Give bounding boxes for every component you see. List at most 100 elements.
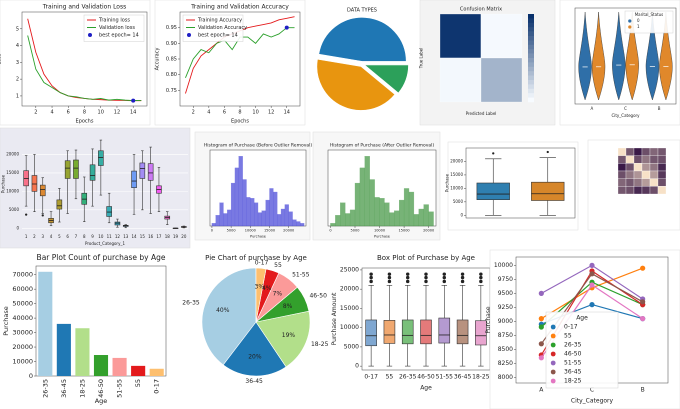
heatmap-cell (633, 147, 643, 156)
histogram-bar (379, 198, 385, 227)
histogram-bar (384, 202, 390, 227)
legend-label: 18-25 (564, 378, 582, 385)
colorbar-step (528, 58, 534, 63)
x-tick-label: 3 (41, 234, 44, 239)
x-tick-label: A (539, 387, 544, 394)
colorbar-step (528, 93, 534, 98)
x-tick-label: B (658, 106, 661, 111)
heatmap-cell (657, 147, 667, 156)
x-tick-label: 26-35 (41, 379, 49, 398)
histogram-bar (250, 198, 255, 227)
y-tick-label: 10000 (450, 185, 463, 190)
histogram-bar (227, 209, 232, 227)
y-tick-label: 4 (16, 43, 19, 49)
y-tick-label: 2 (16, 77, 19, 83)
x-tick-label: 5000 (227, 229, 236, 233)
x-tick-label: 51-55 (436, 374, 454, 381)
point (589, 262, 595, 268)
box-body (131, 170, 137, 188)
heatmap-cell (439, 13, 482, 59)
heatmap-cell (657, 170, 667, 179)
box-body (98, 150, 104, 166)
y-tick-label: 8250 (498, 360, 513, 367)
heatmap-cell (625, 186, 635, 195)
x-tick-label: C (590, 387, 594, 394)
pie-slice (363, 64, 409, 94)
y-tick-label: 0.80 (166, 72, 177, 78)
outlier (460, 275, 465, 280)
box-body (401, 319, 414, 345)
heatmap-cell (641, 147, 651, 156)
outlier (460, 272, 465, 276)
x-tick-label: 14 (130, 110, 136, 116)
series-line (27, 35, 142, 102)
box-body (476, 182, 510, 200)
histogram-bar (230, 182, 236, 227)
colorbar-step (528, 40, 534, 46)
histogram-bar (399, 199, 405, 227)
x-tick-label: 0 (329, 229, 331, 233)
histogram-bar (349, 209, 356, 227)
outlier (460, 279, 465, 284)
y-tick-label: 15000 (340, 305, 359, 312)
x-tick-label: 5 (58, 234, 61, 239)
pie-slice (318, 17, 407, 62)
heatmap-cell (625, 170, 635, 179)
heatmap-cell (633, 155, 643, 164)
y-tick-label: 20000 (340, 286, 359, 293)
box-body (531, 181, 565, 201)
box-body (31, 175, 38, 192)
x-tick-label: 51-55 (116, 379, 124, 398)
legend-swatch (550, 378, 556, 384)
x-tick-label: 4 (50, 110, 53, 116)
outlier (387, 279, 392, 284)
box-body (89, 164, 96, 181)
chart-title: Histogram of Purchase (Before Outlier Re… (204, 143, 313, 149)
legend-label: Validation Accuracy (198, 25, 247, 31)
y-tick-label: 0.95 (166, 25, 177, 31)
histogram-bar (389, 212, 395, 227)
heatmap-cell (617, 147, 627, 156)
outlier (479, 275, 483, 280)
bar (56, 323, 71, 376)
colorbar-step (528, 36, 534, 41)
chart-title: Pie Chart of purchase by Age (205, 254, 307, 262)
x-tick-label: 8 (238, 110, 241, 116)
heatmap-cell (617, 170, 627, 179)
legend-box (545, 311, 619, 389)
x-tick-label: 55 (134, 379, 142, 387)
x-tick-label: 11 (107, 234, 113, 239)
violin-body (659, 11, 673, 101)
outlier (424, 279, 428, 284)
x-tick-label: 10 (98, 234, 104, 239)
y-tick-label: 20000 (450, 158, 463, 163)
point (589, 271, 595, 277)
histogram-bar (408, 191, 415, 227)
legend-swatch (88, 33, 92, 37)
legend-label: 55 (564, 333, 572, 340)
legend-swatch (550, 351, 556, 357)
x-tick-label: B (641, 387, 645, 394)
histogram-bar (254, 202, 259, 227)
x-axis-label: Product_Category_1 (85, 241, 125, 246)
box-body (139, 162, 146, 179)
heatmap-cell (633, 178, 643, 187)
outlier (492, 152, 495, 155)
heatmap-cell (649, 178, 659, 187)
legend-swatch (550, 333, 556, 339)
y-tick-label: 9000 (498, 318, 513, 325)
histogram-bar (364, 156, 370, 227)
heatmap-cell (649, 163, 659, 172)
colorbar-step (528, 84, 534, 90)
colorbar-step (528, 62, 534, 68)
violin-body (612, 11, 626, 101)
x-tick-label: 17 (156, 234, 162, 239)
x-axis-label: Age (95, 397, 108, 405)
outlier (387, 272, 392, 276)
pie-category-label: 26-35 (182, 299, 200, 306)
x-tick-label: 18-25 (472, 374, 490, 381)
heatmap-cell (649, 147, 659, 156)
legend-label: 26-35 (564, 342, 582, 349)
y-tick-label: 40000 (12, 314, 33, 322)
